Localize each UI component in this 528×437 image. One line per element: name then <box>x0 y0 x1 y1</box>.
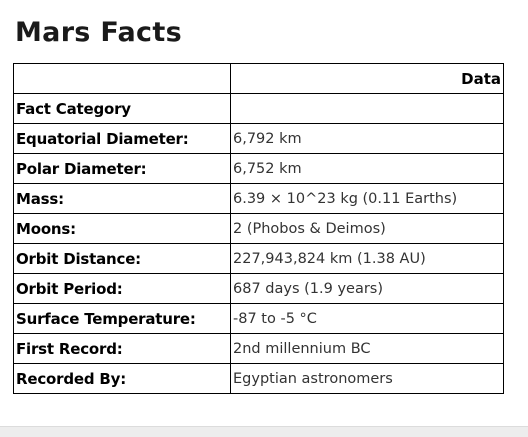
row-label-equatorial-diameter: Equatorial Diameter: <box>13 123 231 154</box>
table-row: Fact Category <box>13 93 504 124</box>
row-value-first-record: 2nd millennium BC <box>230 333 504 364</box>
table-row: Polar Diameter: 6,752 km <box>13 153 504 184</box>
page-bottom-divider <box>0 426 528 437</box>
row-label-orbit-period: Orbit Period: <box>13 273 231 304</box>
table-header-row: Data <box>13 63 504 94</box>
row-value-recorded-by: Egyptian astronomers <box>230 363 504 394</box>
table-row: Orbit Distance: 227,943,824 km (1.38 AU) <box>13 243 504 274</box>
row-label-mass: Mass: <box>13 183 231 214</box>
row-value-orbit-period: 687 days (1.9 years) <box>230 273 504 304</box>
table-row: First Record: 2nd millennium BC <box>13 333 504 364</box>
row-label-recorded-by: Recorded By: <box>13 363 231 394</box>
table-header-empty <box>13 63 231 94</box>
row-value-orbit-distance: 227,943,824 km (1.38 AU) <box>230 243 504 274</box>
table-row: Equatorial Diameter: 6,792 km <box>13 123 504 154</box>
table-row: Orbit Period: 687 days (1.9 years) <box>13 273 504 304</box>
table-row: Moons: 2 (Phobos & Deimos) <box>13 213 504 244</box>
row-label-polar-diameter: Polar Diameter: <box>13 153 231 184</box>
row-value-equatorial-diameter: 6,792 km <box>230 123 504 154</box>
table-row: Recorded By: Egyptian astronomers <box>13 363 504 394</box>
row-value-mass: 6.39 × 10^23 kg (0.11 Earths) <box>230 183 504 214</box>
row-label-orbit-distance: Orbit Distance: <box>13 243 231 274</box>
table-row: Mass: 6.39 × 10^23 kg (0.11 Earths) <box>13 183 504 214</box>
row-value-surface-temperature: -87 to -5 °C <box>230 303 504 334</box>
page-title: Mars Facts <box>15 17 182 48</box>
mars-facts-table: Data Fact Category Equatorial Diameter: … <box>13 63 504 394</box>
row-label-moons: Moons: <box>13 213 231 244</box>
row-value-fact-category <box>230 93 504 124</box>
row-value-moons: 2 (Phobos & Deimos) <box>230 213 504 244</box>
row-label-fact-category: Fact Category <box>13 93 231 124</box>
row-value-polar-diameter: 6,752 km <box>230 153 504 184</box>
table-row: Surface Temperature: -87 to -5 °C <box>13 303 504 334</box>
row-label-surface-temperature: Surface Temperature: <box>13 303 231 334</box>
table-header-data: Data <box>230 63 504 94</box>
row-label-first-record: First Record: <box>13 333 231 364</box>
